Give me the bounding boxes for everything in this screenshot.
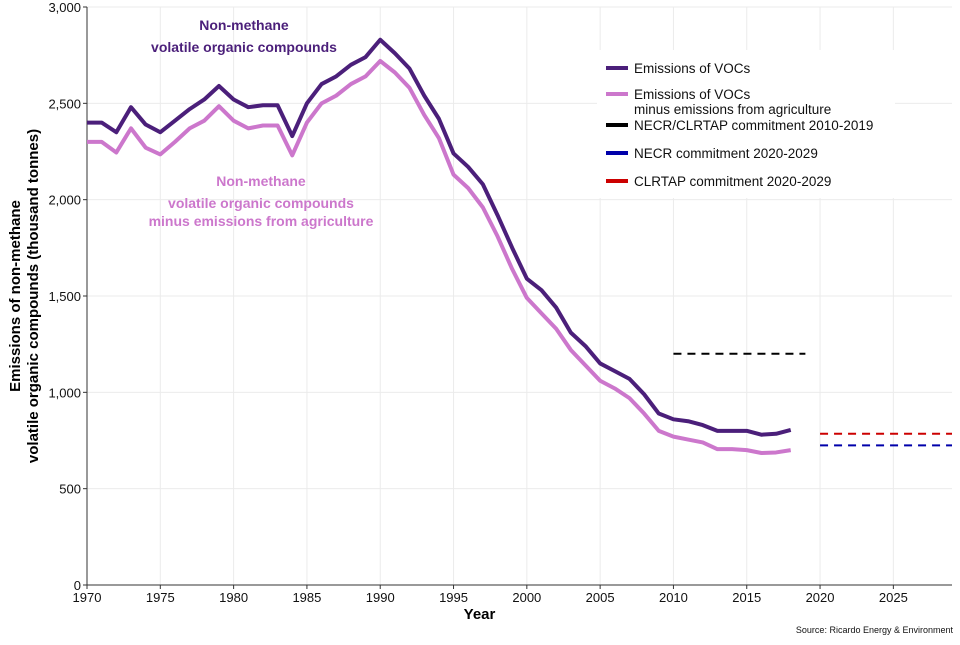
x-tick-label: 2005 [586,590,615,605]
legend-box [597,50,895,198]
x-tick-label: 1990 [366,590,395,605]
y-tick-label: 500 [59,482,81,497]
legend-label: NECR commitment 2020-2029 [634,146,818,161]
x-tick-label: 1970 [73,590,102,605]
legend-label: Emissions of VOCs minus emissions from ag… [634,87,831,117]
source-note: Source: Ricardo Energy & Environment [796,625,954,635]
y-tick-label: 2,500 [48,96,81,111]
y-tick-label: 2,000 [48,193,81,208]
legend-label: Emissions of VOCs [634,61,751,76]
series-annotation: Non-methane [216,173,306,189]
series-annotation: volatile organic compounds [168,195,354,211]
legend-label: CLRTAP commitment 2020-2029 [634,174,831,189]
series-annotation: minus emissions from agriculture [149,213,374,229]
y-tick-label: 1,500 [48,289,81,304]
series-annotation: Non-methane [199,17,289,33]
x-tick-label: 2020 [806,590,835,605]
x-axis-label: Year [464,606,496,623]
x-tick-label: 2000 [512,590,541,605]
y-axis-label: volatile organic compounds (thousand ton… [25,129,42,463]
y-tick-label: 3,000 [48,0,81,15]
x-tick-label: 1995 [439,590,468,605]
series-line-0 [87,37,792,437]
x-tick-label: 1985 [292,590,321,605]
legend-label: NECR/CLRTAP commitment 2010-2019 [634,118,873,133]
y-tick-label: 0 [74,578,81,593]
series-line-1 [87,58,792,456]
series-annotation: volatile organic compounds [151,39,337,55]
x-tick-label: 2025 [879,590,908,605]
y-axis-label: Emissions of non-methane [7,200,24,392]
y-tick-label: 1,000 [48,385,81,400]
x-tick-label: 2015 [732,590,761,605]
x-tick-label: 1975 [146,590,175,605]
x-tick-label: 2010 [659,590,688,605]
x-tick-label: 1980 [219,590,248,605]
